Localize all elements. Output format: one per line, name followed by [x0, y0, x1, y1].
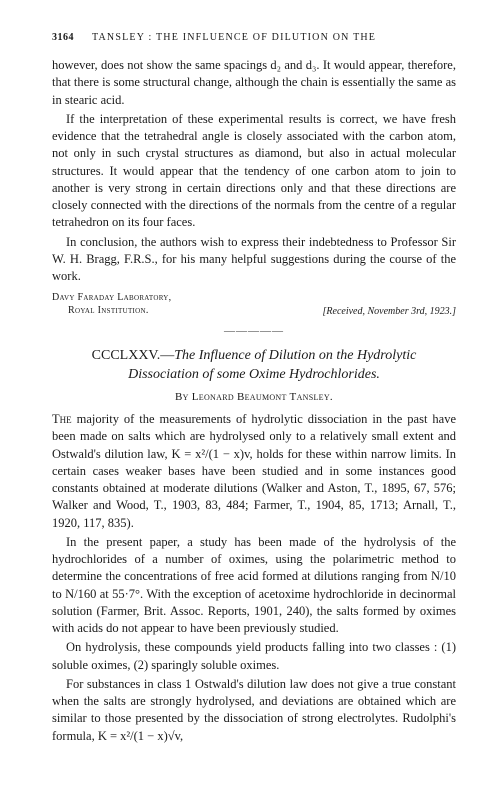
lead-word: The — [52, 412, 72, 426]
section-divider: ————— — [52, 325, 456, 337]
received-date: [Received, November 3rd, 1923.] — [323, 306, 456, 317]
affiliation-block: Davy Faraday Laboratory, Royal Instituti… — [52, 291, 456, 317]
running-title: TANSLEY : THE INFLUENCE OF DILUTION ON T… — [92, 32, 376, 43]
paragraph: For substances in class 1 Ostwald's dilu… — [52, 676, 456, 745]
affiliation-line: Davy Faraday Laboratory, — [52, 291, 171, 304]
paragraph: In the present paper, a study has been m… — [52, 534, 456, 638]
paragraph: On hydrolysis, these compounds yield pro… — [52, 639, 456, 674]
article-title: CCCLXXV.—The Influence of Dilution on th… — [62, 347, 446, 385]
article-author: By Leonard Beaumont Tansley. — [52, 391, 456, 403]
paragraph: The majority of the measurements of hydr… — [52, 411, 456, 532]
paragraph: In conclusion, the authors wish to expre… — [52, 234, 456, 286]
page-number: 3164 — [52, 32, 74, 43]
article-body: The majority of the measurements of hydr… — [52, 411, 456, 745]
paragraph: If the interpretation of these experimen… — [52, 111, 456, 232]
paragraph: however, does not show the same spacings… — [52, 57, 456, 109]
affiliation: Davy Faraday Laboratory, Royal Instituti… — [52, 291, 171, 317]
page-header: 3164 TANSLEY : THE INFLUENCE OF DILUTION… — [52, 32, 456, 43]
affiliation-line: Royal Institution. — [52, 304, 171, 317]
paragraph-text: majority of the measurements of hydrolyt… — [52, 412, 456, 530]
prev-article-body: however, does not show the same spacings… — [52, 57, 456, 285]
article-number: CCCLXXV.— — [92, 348, 175, 363]
page-container: 3164 TANSLEY : THE INFLUENCE OF DILUTION… — [0, 0, 500, 767]
